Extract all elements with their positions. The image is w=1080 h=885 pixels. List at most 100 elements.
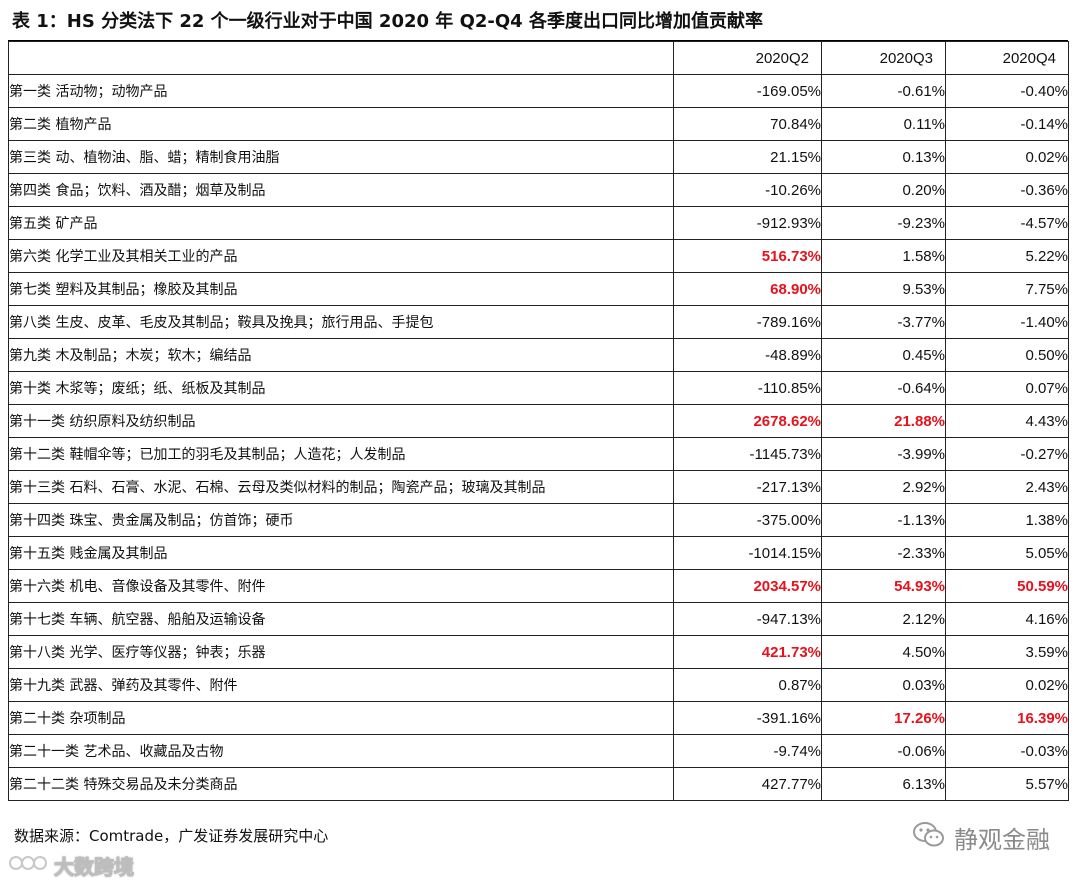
value-cell-2020q2: 68.90% bbox=[673, 272, 822, 306]
table-row: 第十六类 机电、音像设备及其零件、附件 2034.57% 54.93% 50.59% bbox=[8, 569, 1069, 603]
header-category-cell bbox=[8, 41, 674, 75]
value-cell-2020q3: 4.50% bbox=[821, 635, 946, 669]
value-cell-2020q3: 0.11% bbox=[821, 107, 946, 141]
value-cell-2020q3: -1.13% bbox=[821, 503, 946, 537]
value-cell-2020q2: 2678.62% bbox=[673, 404, 822, 438]
value-cell-2020q2: -9.74% bbox=[673, 734, 822, 768]
data-table: 2020Q2 2020Q3 2020Q4 第一类 活动物；动物产品 -169.05… bbox=[8, 41, 1069, 801]
value-cell-2020q4: 0.50% bbox=[945, 338, 1069, 372]
wechat-icon bbox=[912, 820, 946, 854]
value-cell-2020q4: 5.22% bbox=[945, 239, 1069, 273]
value-cell-2020q4: 16.39% bbox=[945, 701, 1069, 735]
value-cell-2020q2: 70.84% bbox=[673, 107, 822, 141]
value-cell-2020q2: 21.15% bbox=[673, 140, 822, 174]
table-row: 第九类 木及制品；木炭；软木；编结品 -48.89% 0.45% 0.50% bbox=[8, 338, 1069, 372]
category-cell: 第八类 生皮、皮革、毛皮及其制品；鞍具及挽具；旅行用品、手提包 bbox=[8, 305, 674, 339]
value-cell-2020q2: 427.77% bbox=[673, 767, 822, 801]
value-cell-2020q3: 0.13% bbox=[821, 140, 946, 174]
value-cell-2020q3: 6.13% bbox=[821, 767, 946, 801]
category-cell: 第三类 动、植物油、脂、蜡；精制食用油脂 bbox=[8, 140, 674, 174]
table-row: 第十四类 珠宝、贵金属及制品；仿首饰；硬币 -375.00% -1.13% 1.38% bbox=[8, 503, 1069, 537]
value-cell-2020q2: 421.73% bbox=[673, 635, 822, 669]
value-cell-2020q4: -0.40% bbox=[945, 74, 1069, 108]
table-row: 第二十二类 特殊交易品及未分类商品 427.77% 6.13% 5.57% bbox=[8, 767, 1069, 801]
value-cell-2020q3: 2.92% bbox=[821, 470, 946, 504]
category-cell: 第五类 矿产品 bbox=[8, 206, 674, 240]
value-cell-2020q3: 0.03% bbox=[821, 668, 946, 702]
category-cell: 第二类 植物产品 bbox=[8, 107, 674, 141]
value-cell-2020q4: -0.03% bbox=[945, 734, 1069, 768]
table-row: 第十一类 纺织原料及纺织制品 2678.62% 21.88% 4.43% bbox=[8, 404, 1069, 438]
value-cell-2020q2: -217.13% bbox=[673, 470, 822, 504]
table-row: 第二十一类 艺术品、收藏品及古物 -9.74% -0.06% -0.03% bbox=[8, 734, 1069, 768]
value-cell-2020q2: 0.87% bbox=[673, 668, 822, 702]
value-cell-2020q4: 2.43% bbox=[945, 470, 1069, 504]
category-cell: 第十七类 车辆、航空器、船舶及运输设备 bbox=[8, 602, 674, 636]
source-note: 数据来源：Comtrade，广发证券发展研究中心 bbox=[14, 827, 329, 845]
value-cell-2020q4: 0.02% bbox=[945, 140, 1069, 174]
table-row: 第七类 塑料及其制品；橡胶及其制品 68.90% 9.53% 7.75% bbox=[8, 272, 1069, 306]
category-cell: 第十九类 武器、弹药及其零件、附件 bbox=[8, 668, 674, 702]
value-cell-2020q4: -4.57% bbox=[945, 206, 1069, 240]
value-cell-2020q2: -169.05% bbox=[673, 74, 822, 108]
value-cell-2020q3: 54.93% bbox=[821, 569, 946, 603]
value-cell-2020q4: 3.59% bbox=[945, 635, 1069, 669]
value-cell-2020q3: 21.88% bbox=[821, 404, 946, 438]
value-cell-2020q4: -0.14% bbox=[945, 107, 1069, 141]
watermark-left: 大数跨境 bbox=[8, 850, 135, 880]
table-row: 第五类 矿产品 -912.93% -9.23% -4.57% bbox=[8, 206, 1069, 240]
value-cell-2020q3: -3.77% bbox=[821, 305, 946, 339]
table-row: 第十九类 武器、弹药及其零件、附件 0.87% 0.03% 0.02% bbox=[8, 668, 1069, 702]
table-title: 表 1：HS 分类法下 22 个一级行业对于中国 2020 年 Q2-Q4 各季… bbox=[12, 11, 763, 32]
value-cell-2020q2: -1014.15% bbox=[673, 536, 822, 570]
value-cell-2020q3: -0.61% bbox=[821, 74, 946, 108]
value-cell-2020q2: -391.16% bbox=[673, 701, 822, 735]
value-cell-2020q2: 516.73% bbox=[673, 239, 822, 273]
value-cell-2020q4: 0.02% bbox=[945, 668, 1069, 702]
value-cell-2020q2: -110.85% bbox=[673, 371, 822, 405]
category-cell: 第十类 木浆等；废纸；纸、纸板及其制品 bbox=[8, 371, 674, 405]
category-cell: 第十三类 石料、石膏、水泥、石棉、云母及类似材料的制品；陶瓷产品；玻璃及其制品 bbox=[8, 470, 674, 504]
category-cell: 第十六类 机电、音像设备及其零件、附件 bbox=[8, 569, 674, 603]
category-cell: 第二十类 杂项制品 bbox=[8, 701, 674, 735]
table-row: 第十类 木浆等；废纸；纸、纸板及其制品 -110.85% -0.64% 0.07% bbox=[8, 371, 1069, 405]
category-cell: 第十五类 贱金属及其制品 bbox=[8, 536, 674, 570]
value-cell-2020q3: 1.58% bbox=[821, 239, 946, 273]
value-cell-2020q3: -3.99% bbox=[821, 437, 946, 471]
value-cell-2020q4: 50.59% bbox=[945, 569, 1069, 603]
category-cell: 第十四类 珠宝、贵金属及制品；仿首饰；硬币 bbox=[8, 503, 674, 537]
value-cell-2020q2: -1145.73% bbox=[673, 437, 822, 471]
category-cell: 第二十一类 艺术品、收藏品及古物 bbox=[8, 734, 674, 768]
value-cell-2020q4: 7.75% bbox=[945, 272, 1069, 306]
value-cell-2020q2: 2034.57% bbox=[673, 569, 822, 603]
category-cell: 第十一类 纺织原料及纺织制品 bbox=[8, 404, 674, 438]
watermark-right-label: 静观金融 bbox=[954, 825, 1050, 854]
table-row: 第一类 活动物；动物产品 -169.05% -0.61% -0.40% bbox=[8, 74, 1069, 108]
header-row: 2020Q2 2020Q3 2020Q4 bbox=[8, 41, 1069, 75]
table-row: 第二十类 杂项制品 -391.16% 17.26% 16.39% bbox=[8, 701, 1069, 735]
table-body: 第一类 活动物；动物产品 -169.05% -0.61% -0.40% 第二类 植物产品… bbox=[8, 74, 1069, 801]
value-cell-2020q4: 4.16% bbox=[945, 602, 1069, 636]
value-cell-2020q4: 1.38% bbox=[945, 503, 1069, 537]
table-row: 第八类 生皮、皮革、毛皮及其制品；鞍具及挽具；旅行用品、手提包 -789.16% -… bbox=[8, 305, 1069, 339]
value-cell-2020q4: -0.36% bbox=[945, 173, 1069, 207]
table-row: 第二类 植物产品 70.84% 0.11% -0.14% bbox=[8, 107, 1069, 141]
category-cell: 第十二类 鞋帽伞等；已加工的羽毛及其制品；人造花；人发制品 bbox=[8, 437, 674, 471]
value-cell-2020q3: -2.33% bbox=[821, 536, 946, 570]
table-row: 第六类 化学工业及其相关工业的产品 516.73% 1.58% 5.22% bbox=[8, 239, 1069, 273]
category-cell: 第十八类 光学、医疗等仪器；钟表；乐器 bbox=[8, 635, 674, 669]
value-cell-2020q2: -48.89% bbox=[673, 338, 822, 372]
category-cell: 第九类 木及制品；木炭；软木；编结品 bbox=[8, 338, 674, 372]
table-row: 第十八类 光学、医疗等仪器；钟表；乐器 421.73% 4.50% 3.59% bbox=[8, 635, 1069, 669]
category-cell: 第一类 活动物；动物产品 bbox=[8, 74, 674, 108]
table-row: 第四类 食品；饮料、酒及醋；烟草及制品 -10.26% 0.20% -0.36% bbox=[8, 173, 1069, 207]
value-cell-2020q4: 5.05% bbox=[945, 536, 1069, 570]
table-row: 第十三类 石料、石膏、水泥、石棉、云母及类似材料的制品；陶瓷产品；玻璃及其制品 -… bbox=[8, 470, 1069, 504]
table-row: 第十五类 贱金属及其制品 -1014.15% -2.33% 5.05% bbox=[8, 536, 1069, 570]
value-cell-2020q2: -947.13% bbox=[673, 602, 822, 636]
value-cell-2020q2: -789.16% bbox=[673, 305, 822, 339]
category-cell: 第六类 化学工业及其相关工业的产品 bbox=[8, 239, 674, 273]
value-cell-2020q2: -10.26% bbox=[673, 173, 822, 207]
value-cell-2020q4: -1.40% bbox=[945, 305, 1069, 339]
column-header: 2020Q2 bbox=[673, 41, 822, 75]
